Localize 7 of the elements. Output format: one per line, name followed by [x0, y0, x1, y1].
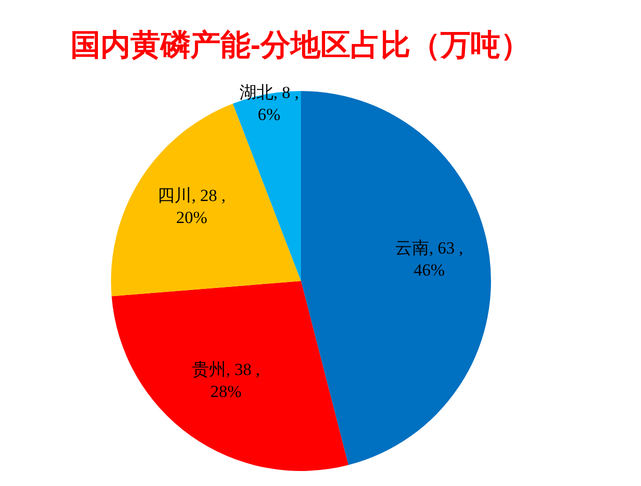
pie-slice — [112, 281, 348, 471]
slice-label: 四川, 28 , 20% — [158, 186, 226, 228]
pie-slice — [111, 104, 301, 296]
chart-title: 国内黄磷产能-分地区占比（万吨） — [70, 29, 530, 62]
pie-slice — [301, 91, 491, 465]
slice-label: 贵州, 38 , 28% — [192, 360, 260, 402]
slice-label: 云南, 63 , 46% — [395, 238, 464, 280]
